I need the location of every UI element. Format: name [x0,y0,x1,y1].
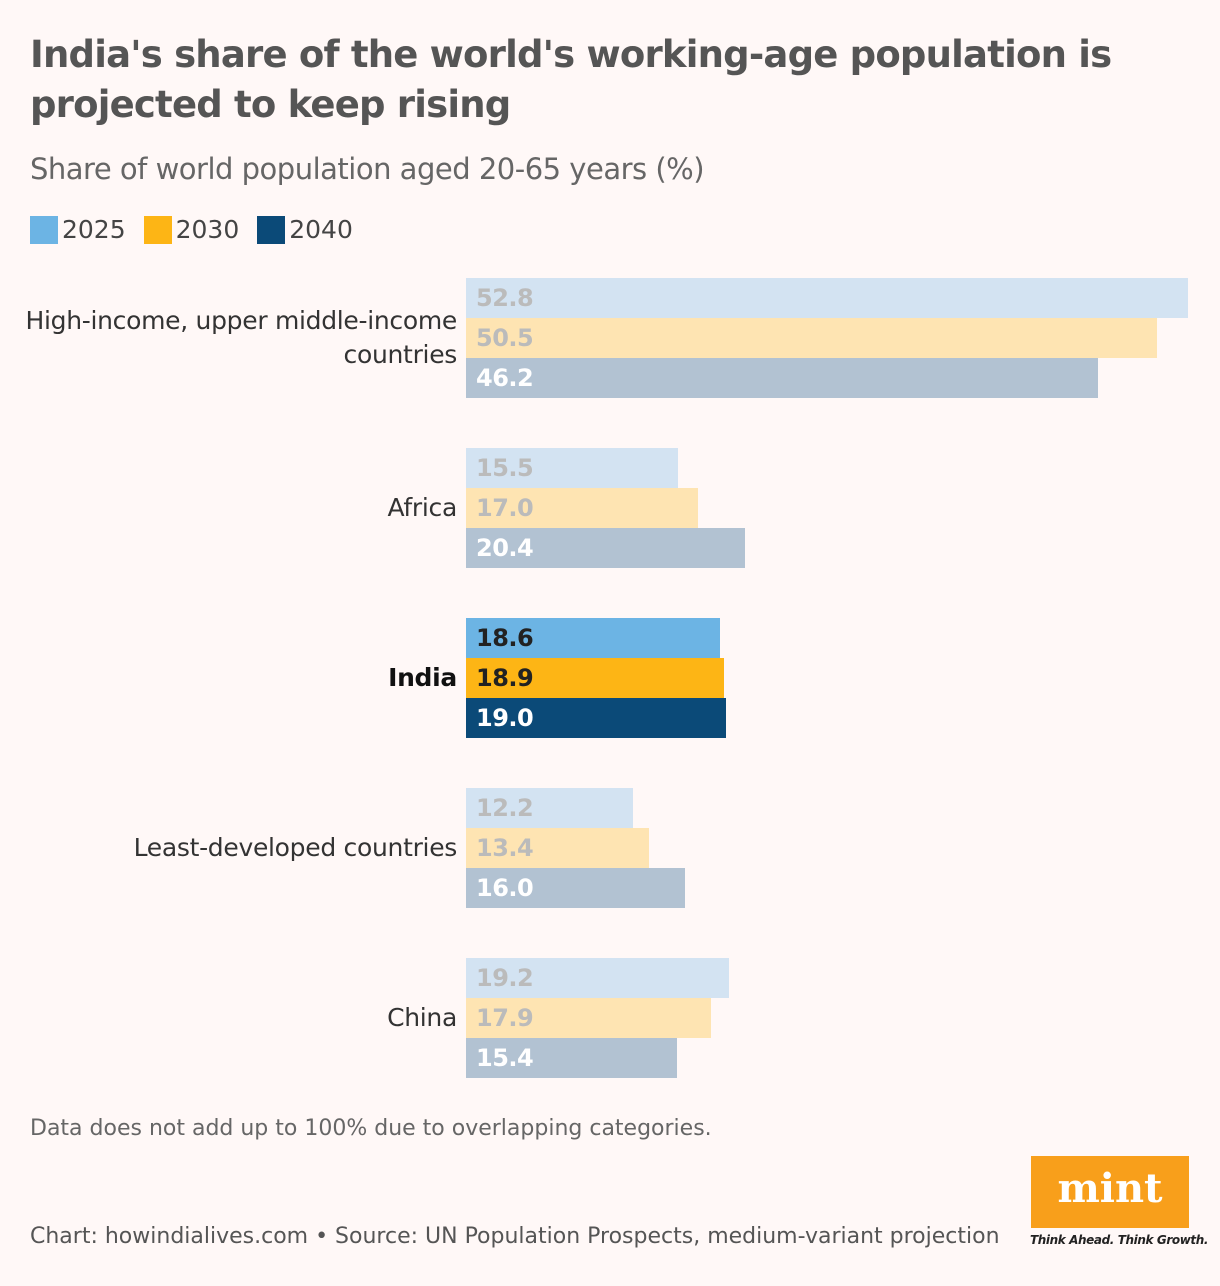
bar [466,528,745,568]
data-label: 15.4 [476,1044,534,1072]
data-label: 19.2 [476,964,534,992]
category-label: India [388,663,457,692]
chart-title: India's share of the world's working-age… [30,33,1112,126]
legend-swatch [257,215,286,244]
data-label: 19.0 [476,704,534,732]
data-label: 15.5 [476,454,534,482]
legend-item: 2025 [30,215,126,244]
legend-item: 2040 [257,215,353,244]
data-label: 18.6 [476,624,534,652]
bar [466,658,725,698]
data-label: 50.5 [476,324,534,352]
bar [466,868,685,908]
chart-subtitle: Share of world population aged 20-65 yea… [30,152,705,186]
bar [466,958,729,998]
legend-item: 2030 [143,215,240,244]
data-label: 12.2 [476,794,534,822]
legend-label: 2025 [62,215,126,244]
data-label: 18.9 [476,664,534,692]
data-label: 13.4 [476,834,534,862]
footnote: Data does not add up to 100% due to over… [30,1116,712,1141]
mint-logo: mint [1031,1156,1189,1228]
category-label: China [387,1003,457,1032]
source-line: Chart: howindialives.com • Source: UN Po… [30,1224,1000,1249]
logo-tagline: Think Ahead. Think Growth. [1030,1233,1209,1247]
bar [466,278,1188,318]
bar [466,828,650,868]
data-label: 17.0 [476,494,534,522]
bar [466,618,721,658]
bar [466,698,726,738]
legend-label: 2040 [289,215,353,244]
bar [466,488,699,528]
data-label: 20.4 [476,534,534,562]
bar [466,318,1157,358]
legend-label: 2030 [175,215,240,244]
category-label: High-income, upper middle-income countri… [25,306,458,369]
bar [466,1038,677,1078]
legend-swatch [143,215,172,244]
bar [466,358,1098,398]
category-label: Africa [387,493,457,522]
data-label: 16.0 [476,874,534,902]
legend-swatch [30,215,58,244]
data-label: 52.8 [476,284,534,312]
legend: 2025 2030 2040 [30,215,353,244]
data-label: 17.9 [476,1004,534,1032]
category-label: Least-developed countries [133,833,458,862]
bar [466,998,711,1038]
data-label: 46.2 [476,364,534,392]
bar [466,448,678,488]
bar [466,788,633,828]
